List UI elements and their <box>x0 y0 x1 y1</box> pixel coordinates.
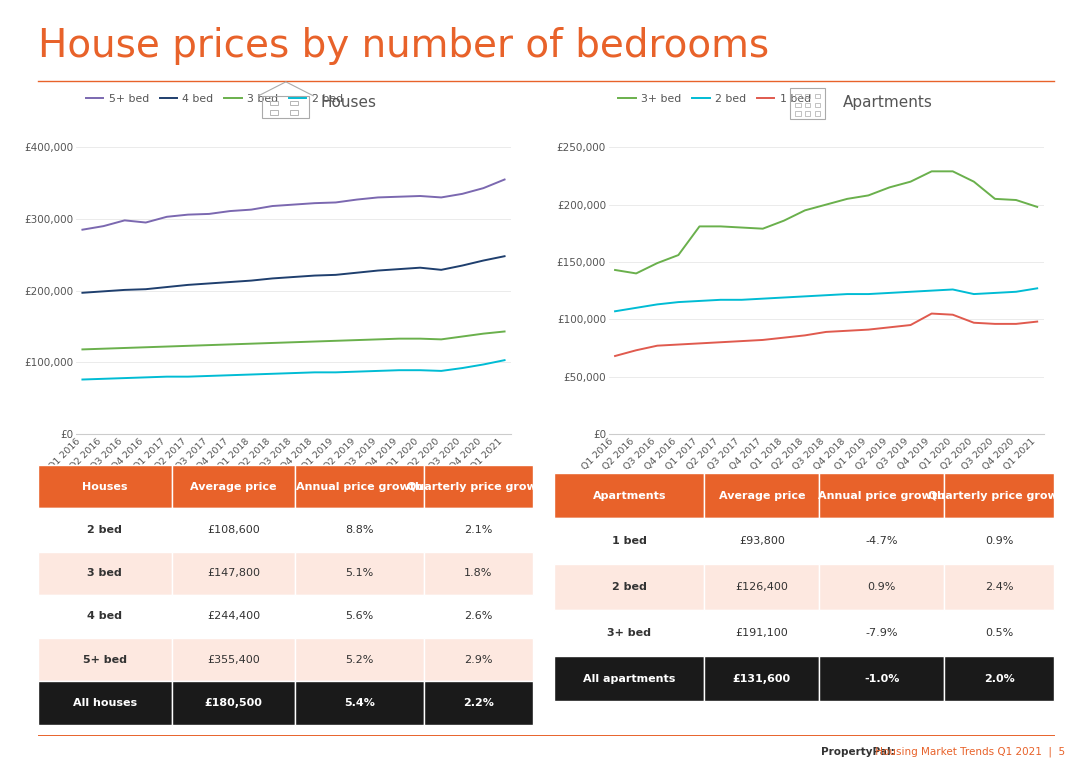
Text: 0.9%: 0.9% <box>867 582 896 592</box>
Text: £131,600: £131,600 <box>733 673 791 684</box>
Text: 2.6%: 2.6% <box>464 611 492 622</box>
Text: 8.8%: 8.8% <box>346 525 374 535</box>
Text: £108,600: £108,600 <box>207 525 260 535</box>
Text: Houses: Houses <box>321 95 377 110</box>
Text: 2.1%: 2.1% <box>464 525 492 535</box>
Text: £147,800: £147,800 <box>207 568 260 578</box>
Text: £126,400: £126,400 <box>736 582 788 592</box>
Text: 5.2%: 5.2% <box>346 655 374 665</box>
Text: Annual price growth: Annual price growth <box>296 481 423 491</box>
Text: -4.7%: -4.7% <box>865 536 898 546</box>
Text: 2.2%: 2.2% <box>463 698 493 708</box>
Text: Housing Market Trends Q1 2021  |  5: Housing Market Trends Q1 2021 | 5 <box>872 746 1065 757</box>
Text: 0.9%: 0.9% <box>985 536 1013 546</box>
Text: £93,800: £93,800 <box>739 536 785 546</box>
Legend: 3+ bed, 2 bed, 1 bed: 3+ bed, 2 bed, 1 bed <box>614 90 815 109</box>
Text: 1 bed: 1 bed <box>612 536 647 546</box>
Text: £244,400: £244,400 <box>207 611 260 622</box>
Text: £355,400: £355,400 <box>207 655 260 665</box>
Text: Quarterly price growth: Quarterly price growth <box>928 491 1071 501</box>
Text: -7.9%: -7.9% <box>865 628 898 638</box>
Text: 3 bed: 3 bed <box>87 568 122 578</box>
Text: 3+ bed: 3+ bed <box>608 628 651 638</box>
Text: 5.4%: 5.4% <box>345 698 375 708</box>
Text: £191,100: £191,100 <box>736 628 788 638</box>
Text: 5.1%: 5.1% <box>346 568 374 578</box>
Text: Average price: Average price <box>719 491 805 501</box>
Text: 2 bed: 2 bed <box>87 525 122 535</box>
Text: Apartments: Apartments <box>842 95 933 110</box>
Text: 0.5%: 0.5% <box>985 628 1013 638</box>
Text: 1.8%: 1.8% <box>464 568 492 578</box>
Text: House prices by number of bedrooms: House prices by number of bedrooms <box>38 27 770 65</box>
Text: £180,500: £180,500 <box>204 698 262 708</box>
Text: -1.0%: -1.0% <box>864 673 900 684</box>
Text: 5+ bed: 5+ bed <box>83 655 127 665</box>
Text: Houses: Houses <box>82 481 127 491</box>
Text: Quarterly price growth: Quarterly price growth <box>407 481 550 491</box>
Text: Annual price growth: Annual price growth <box>819 491 946 501</box>
Text: All houses: All houses <box>73 698 137 708</box>
Text: 2.0%: 2.0% <box>984 673 1015 684</box>
Text: All apartments: All apartments <box>584 673 675 684</box>
Text: 2.9%: 2.9% <box>464 655 492 665</box>
Text: PropertyPal:: PropertyPal: <box>821 747 895 756</box>
Text: 4 bed: 4 bed <box>87 611 123 622</box>
Text: Apartments: Apartments <box>592 491 666 501</box>
Legend: 5+ bed, 4 bed, 3 bed, 2 bed: 5+ bed, 4 bed, 3 bed, 2 bed <box>82 90 348 109</box>
Text: 2.4%: 2.4% <box>985 582 1014 592</box>
Text: 5.6%: 5.6% <box>346 611 374 622</box>
Text: Average price: Average price <box>190 481 277 491</box>
Text: 2 bed: 2 bed <box>612 582 647 592</box>
